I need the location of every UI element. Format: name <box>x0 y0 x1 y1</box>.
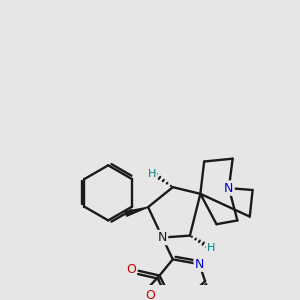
Text: N: N <box>224 182 233 195</box>
Text: N: N <box>158 231 167 244</box>
Text: H: H <box>207 243 215 253</box>
Text: N: N <box>195 258 204 271</box>
Text: O: O <box>145 289 155 300</box>
Text: O: O <box>126 263 136 276</box>
Polygon shape <box>125 207 148 216</box>
Text: H: H <box>148 169 156 179</box>
